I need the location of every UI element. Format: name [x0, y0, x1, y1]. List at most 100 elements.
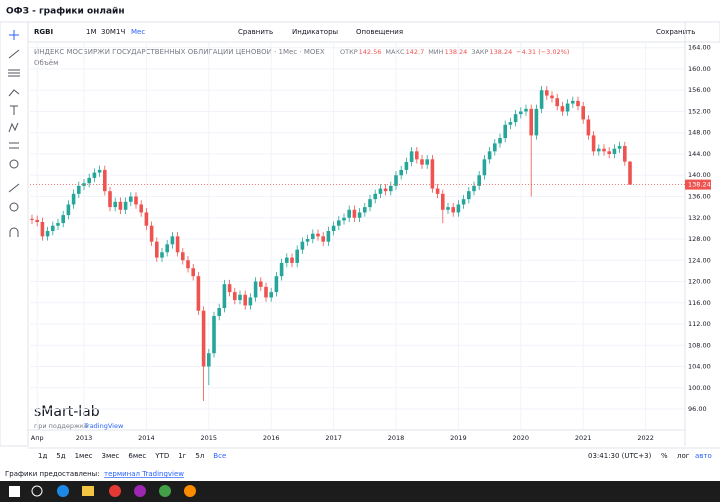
interval-button[interactable]: 1М [86, 28, 97, 36]
y-tick-label: 136.00 [688, 192, 711, 200]
last-price-label: 138.24 [688, 181, 711, 189]
icon-tool[interactable] [9, 159, 19, 169]
candle-body [207, 353, 211, 367]
candle-body [503, 124, 507, 139]
range-button[interactable]: 3мес [101, 452, 119, 460]
app-icon[interactable] [159, 485, 171, 497]
log-button[interactable]: лог [677, 452, 690, 460]
range-button[interactable]: Все [213, 452, 226, 460]
candle-body [534, 108, 539, 136]
explorer-icon[interactable] [82, 486, 94, 496]
candle-body [446, 207, 450, 210]
candle-body [269, 292, 273, 298]
candle-body [508, 122, 513, 125]
candle-body [40, 222, 45, 237]
start-button[interactable] [9, 486, 20, 497]
percent-button[interactable]: % [661, 452, 668, 460]
candle-body [550, 95, 554, 99]
candle-body [441, 193, 445, 210]
candle-body [373, 193, 377, 200]
measure-tool[interactable] [9, 142, 19, 149]
candle-body [628, 161, 632, 185]
compare-button[interactable]: Сравнить [238, 28, 273, 36]
candle-body [352, 209, 357, 218]
candle-body [233, 292, 237, 301]
candle-body [51, 225, 55, 232]
candle-body [56, 223, 60, 226]
range-button[interactable]: 5л [195, 452, 204, 460]
candle-body [623, 146, 627, 162]
cursor-tool[interactable] [9, 30, 19, 40]
candle-body [404, 161, 409, 170]
candle-body [420, 159, 424, 165]
powered-by-link[interactable]: TradingView [83, 422, 124, 430]
candle-body [181, 252, 185, 261]
y-tick-label: 120.00 [688, 278, 711, 286]
y-tick-label: 144.00 [688, 150, 711, 158]
range-button[interactable]: 1мес [75, 452, 93, 460]
candle-body [607, 151, 611, 154]
y-tick-label: 156.00 [688, 86, 711, 94]
range-button[interactable]: 1г [178, 452, 186, 460]
candle-body [477, 175, 481, 186]
change-value: −4.31 (−3.02%) [516, 48, 569, 56]
candle-body [311, 233, 315, 240]
yandex-icon[interactable] [109, 485, 121, 497]
candle-body [430, 159, 435, 189]
y-tick-label: 160.00 [688, 65, 711, 73]
y-tick-label: 116.00 [688, 299, 711, 307]
edge-icon[interactable] [57, 485, 69, 497]
candle-body [300, 241, 305, 250]
range-button[interactable]: 1д [38, 452, 47, 460]
save-button[interactable]: Сохранить [656, 28, 695, 36]
powered-by: при поддержке [34, 422, 88, 430]
zoom-tool[interactable] [9, 202, 19, 212]
candle-body [61, 215, 65, 224]
search-button[interactable] [31, 485, 43, 497]
candle-body [118, 201, 123, 210]
auto-button[interactable]: авто [695, 452, 712, 460]
candle-body [279, 262, 284, 277]
y-tick-label: 128.00 [688, 235, 711, 243]
text-tool[interactable] [10, 105, 18, 115]
alerts-button[interactable]: Оповещения [356, 28, 403, 36]
candle-body [415, 151, 419, 160]
candle-body [160, 252, 164, 258]
candle-body [264, 286, 268, 298]
candle-body [45, 231, 50, 237]
range-button[interactable]: 5д [56, 452, 65, 460]
candle-body [378, 188, 383, 194]
symbol[interactable]: RGBI [34, 28, 53, 36]
interval-button[interactable]: 30М [101, 28, 116, 36]
candle-body [253, 281, 258, 298]
x-tick-label: 2017 [325, 434, 342, 442]
y-tick-label: 100.00 [688, 384, 711, 392]
indicators-button[interactable]: Индикаторы [292, 28, 338, 36]
candle-body [591, 135, 596, 152]
ruler-tool[interactable] [8, 183, 20, 193]
range-button[interactable]: 6мес [128, 452, 146, 460]
candle-body [139, 204, 143, 213]
candle-body [123, 201, 128, 210]
line-tool[interactable] [8, 49, 20, 59]
taskbar-icons [9, 485, 196, 497]
footer-link[interactable]: терминал Tradingview [104, 470, 184, 478]
candle-body [347, 209, 351, 218]
candle-body [227, 284, 232, 293]
range-button[interactable]: YTD [154, 452, 169, 460]
candle-body [149, 225, 154, 242]
ohlc-value: 142.56 [359, 48, 382, 56]
candle-body [602, 148, 606, 152]
candle-body [35, 219, 39, 223]
y-tick-label: 164.00 [688, 44, 711, 52]
pattern-tool[interactable] [8, 122, 19, 133]
magnet-tool[interactable] [9, 227, 19, 237]
brush-tool[interactable] [8, 89, 20, 97]
interval-button[interactable]: Мес [131, 28, 145, 36]
candle-body [144, 212, 149, 226]
fib-tool[interactable] [8, 69, 20, 77]
interval-button[interactable]: 1Ч [116, 28, 125, 36]
app-icon[interactable] [134, 485, 146, 497]
candle-body [529, 108, 533, 136]
app-icon[interactable] [184, 485, 196, 497]
